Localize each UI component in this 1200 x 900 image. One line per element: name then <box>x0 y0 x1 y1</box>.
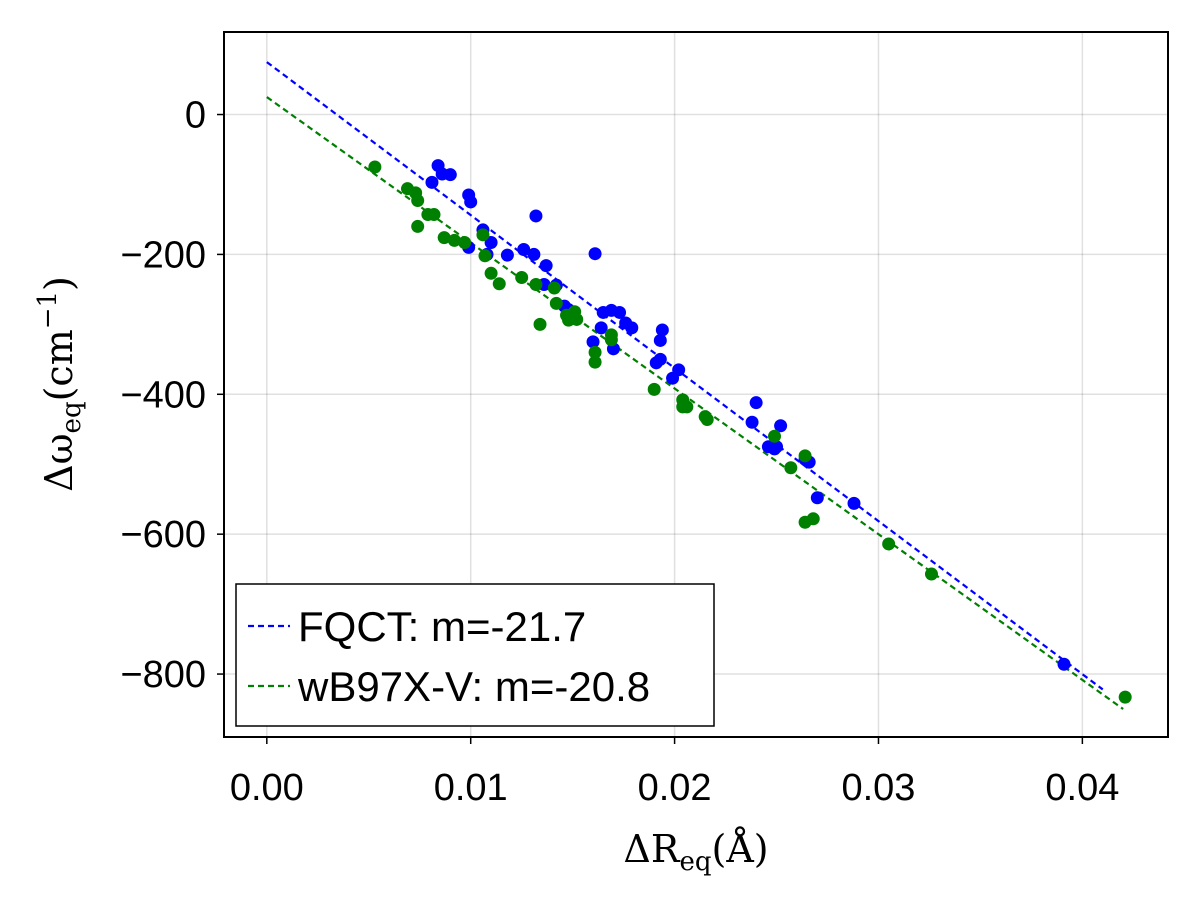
y-axis-label: Δωeq(cm−1) <box>33 276 87 492</box>
y-axis-label-tail: ) <box>37 276 81 291</box>
data-point-series-0 <box>527 247 541 261</box>
data-point-series-1 <box>588 345 602 359</box>
data-point-series-0 <box>529 209 543 223</box>
y-axis-label-sub: eq <box>57 401 87 433</box>
data-point-series-0 <box>749 396 763 410</box>
legend-box <box>235 583 715 727</box>
data-point-series-1 <box>700 412 714 426</box>
data-point-series-1 <box>570 312 584 326</box>
data-point-series-1 <box>484 266 498 280</box>
legend-label-fqct: FQCT: m=-21.7 <box>298 603 586 650</box>
data-point-series-1 <box>533 317 547 331</box>
data-point-series-1 <box>647 382 661 396</box>
x-axis-label: ΔReq(Å) <box>623 827 768 877</box>
data-point-series-0 <box>425 175 439 189</box>
data-point-series-1 <box>549 296 563 310</box>
data-point-series-0 <box>613 305 627 319</box>
fit-line-1 <box>266 96 1124 710</box>
x-tick-label: 0.01 <box>434 767 508 809</box>
data-point-series-1 <box>437 231 451 245</box>
y-axis-label-mid: (cm <box>37 329 81 401</box>
y-tick-label: 0 <box>185 95 206 137</box>
data-point-series-0 <box>484 236 498 250</box>
x-axis-label-main: ΔR <box>623 827 680 871</box>
x-tick-label: 0.02 <box>638 767 712 809</box>
data-point-series-1 <box>458 236 472 250</box>
x-axis-label-tail: (Å) <box>712 827 769 871</box>
y-axis-label-sup: −1 <box>33 291 63 329</box>
data-point-series-0 <box>847 496 861 510</box>
data-point-series-1 <box>515 270 529 284</box>
fit-line-0 <box>266 61 1104 691</box>
data-point-series-1 <box>447 233 461 247</box>
data-point-series-1 <box>588 355 602 369</box>
data-point-series-0 <box>625 321 639 335</box>
data-point-series-1 <box>882 537 896 551</box>
data-point-series-1 <box>806 512 820 526</box>
data-point-series-1 <box>604 328 618 342</box>
y-tick-label: −600 <box>120 514 206 556</box>
data-point-series-0 <box>588 247 602 261</box>
data-point-series-0 <box>653 352 667 366</box>
data-point-series-1 <box>427 208 441 222</box>
data-point-series-0 <box>1057 657 1071 671</box>
data-point-series-0 <box>464 195 478 209</box>
legend: FQCT: m=-21.7 wB97X-V: m=-20.8 <box>235 583 715 727</box>
grid <box>224 32 1168 737</box>
data-point-series-1 <box>798 449 812 463</box>
x-axis-label-sub: eq <box>679 847 711 877</box>
data-point-series-0 <box>539 259 553 273</box>
x-tick-label: 0.03 <box>841 767 915 809</box>
data-point-series-1 <box>411 219 425 233</box>
data-point-series-0 <box>594 321 608 335</box>
x-tick-label: 0.04 <box>1045 767 1119 809</box>
y-tick-label: −200 <box>120 234 206 276</box>
data-point-series-1 <box>767 429 781 443</box>
data-points <box>368 159 1132 704</box>
data-point-series-1 <box>368 160 382 174</box>
data-point-series-1 <box>529 277 543 291</box>
y-tick-label: −400 <box>120 374 206 416</box>
data-point-series-1 <box>476 228 490 242</box>
data-point-series-0 <box>672 363 686 377</box>
data-point-series-1 <box>680 400 694 414</box>
fit-lines <box>266 61 1124 710</box>
data-point-series-0 <box>517 243 531 257</box>
data-point-series-0 <box>810 491 824 505</box>
data-point-series-1 <box>784 461 798 475</box>
data-point-series-1 <box>924 567 938 581</box>
data-point-series-0 <box>770 440 784 454</box>
y-axis-label-main: Δω <box>37 433 81 491</box>
data-point-series-1 <box>547 281 561 295</box>
data-point-series-1 <box>492 277 506 291</box>
data-point-series-1 <box>478 249 492 263</box>
data-point-series-0 <box>774 419 788 433</box>
data-point-series-0 <box>653 333 667 347</box>
data-point-series-0 <box>745 415 759 429</box>
plot-frame <box>223 31 1169 738</box>
data-point-series-0 <box>500 248 514 262</box>
data-point-series-1 <box>1118 690 1132 704</box>
data-point-series-0 <box>443 168 457 182</box>
ticks: 0.00 0.01 0.02 0.03 0.04 0 −200 −400 −600 −800 <box>120 95 1119 809</box>
legend-label-wb97xv: wB97X-V: m=-20.8 <box>297 663 650 710</box>
x-tick-label: 0.00 <box>230 767 304 809</box>
data-point-series-1 <box>411 194 425 208</box>
data-point-series-0 <box>586 335 600 349</box>
y-tick-label: −800 <box>120 654 206 696</box>
data-point-series-0 <box>655 323 669 337</box>
